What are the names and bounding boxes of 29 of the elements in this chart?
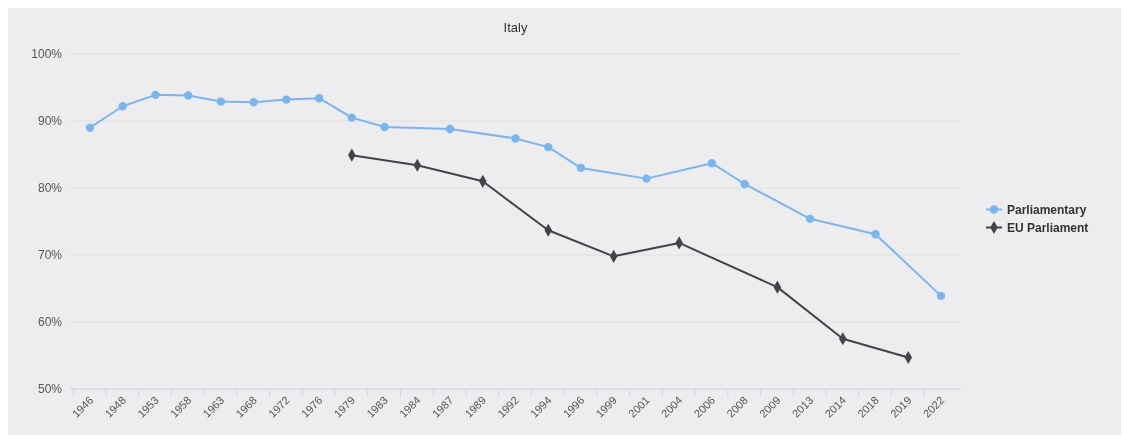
point xyxy=(282,95,291,104)
point xyxy=(871,230,880,239)
y-tick-label: 50% xyxy=(37,382,63,397)
y-tick-label: 90% xyxy=(37,114,63,129)
point xyxy=(151,90,160,100)
point xyxy=(707,159,717,168)
legend-label: Parliamentary xyxy=(1007,202,1087,217)
point xyxy=(544,142,553,152)
point xyxy=(445,124,455,134)
point xyxy=(642,174,651,183)
y-tick-label: 80% xyxy=(37,181,63,196)
point xyxy=(511,134,520,143)
point xyxy=(347,113,357,122)
legend-label: EU Parliament xyxy=(1007,220,1089,235)
point xyxy=(380,122,389,132)
chart-title: Italy xyxy=(503,20,528,35)
point xyxy=(805,214,815,223)
point xyxy=(740,179,749,189)
point xyxy=(216,97,226,106)
y-tick-label: 70% xyxy=(37,248,63,263)
point xyxy=(314,94,324,103)
point xyxy=(249,98,258,107)
y-tick-label: 100% xyxy=(31,47,63,62)
y-tick-label: 60% xyxy=(37,315,63,330)
point xyxy=(118,102,127,111)
point xyxy=(184,91,193,100)
point xyxy=(85,123,95,132)
point xyxy=(576,163,586,173)
point xyxy=(936,291,946,301)
